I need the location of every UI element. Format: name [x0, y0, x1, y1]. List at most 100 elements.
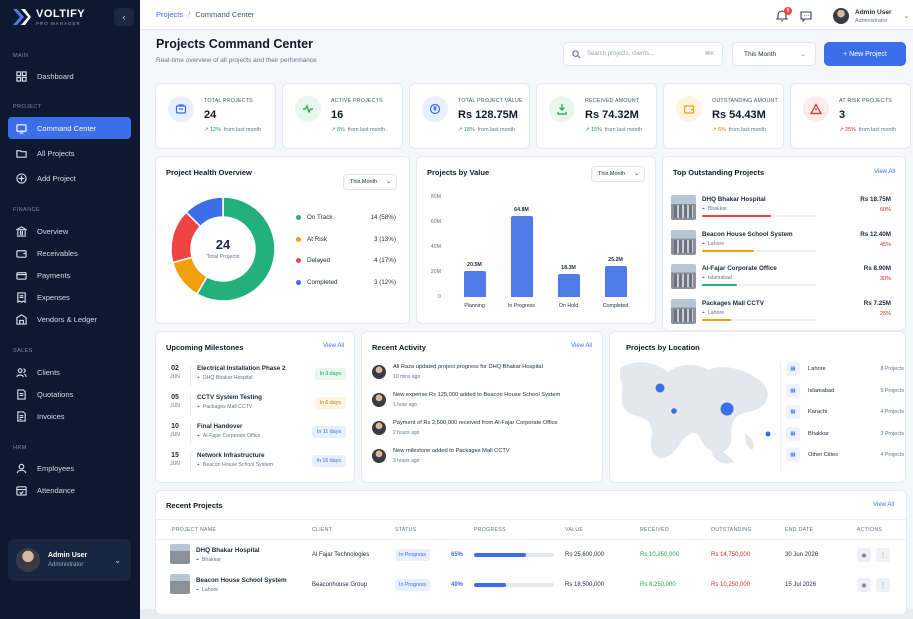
column-header[interactable]: VALUE: [565, 527, 584, 533]
y-tick-label: 40M: [430, 244, 441, 250]
user-icon: [16, 463, 27, 473]
column-header[interactable]: STATUS: [395, 527, 417, 533]
view-all-link[interactable]: View All: [874, 169, 895, 175]
avatar: [833, 8, 849, 24]
column-header[interactable]: OUTSTANDING: [711, 527, 752, 533]
milestone-day: 15: [171, 452, 179, 459]
end-date: 30 Jun 2026: [785, 552, 819, 558]
column-header[interactable]: PROGRESS: [474, 527, 506, 533]
activity-time: 1 hour ago: [393, 402, 417, 408]
location-item[interactable]: ▦ Other Cities 4 Projects: [786, 447, 904, 463]
more-options-icon[interactable]: ⋮: [876, 548, 890, 562]
kpi-delta: ↗ 15% from last month: [585, 127, 642, 133]
milestone-location: ⌖ Al-Fajar Corporate Office: [197, 433, 261, 440]
value-period-select[interactable]: This Month ⌄: [591, 166, 645, 182]
notifications-button[interactable]: 8: [775, 7, 792, 23]
milestone-item[interactable]: 10 JUN Final Handover ⌖ Al-Fajar Corporate O…: [164, 423, 346, 451]
outstanding-amount: Rs 8.90M: [863, 265, 891, 272]
sidebar-item-receivables[interactable]: Receivables: [8, 242, 131, 264]
shortcut-hint: ⌘K: [704, 51, 714, 57]
milestone-item[interactable]: 02 JUN Electrical Installation Phase 2 ⌖ DHQ…: [164, 365, 346, 393]
x-tick-label: On Hold: [558, 303, 579, 309]
location-map: [620, 362, 771, 464]
section-hrm: HRM: [13, 445, 27, 451]
milestone-badge: In 11 days: [311, 426, 346, 438]
breadcrumb-projects[interactable]: Projects: [156, 10, 184, 19]
donut-slice-completed[interactable]: [185, 196, 224, 228]
avatar: [372, 449, 386, 463]
sidebar-item-add-project[interactable]: Add Project: [8, 167, 131, 189]
view-icon[interactable]: ◉: [857, 578, 871, 592]
sidebar-item-invoices[interactable]: Invoices: [8, 405, 131, 427]
milestone-item[interactable]: 05 JUN CCTV System Testing ⌖ Packages Mall C…: [164, 394, 346, 422]
column-header[interactable]: PROJECT NAME: [172, 527, 217, 533]
sidebar-item-label: Expenses: [37, 292, 70, 302]
view-all-link[interactable]: View All: [873, 502, 894, 508]
notification-badge: 8: [784, 7, 792, 15]
sidebar-item-quotations[interactable]: Quotations: [8, 383, 131, 405]
brand-logo[interactable]: VOLTIFY PRO MANAGER: [12, 8, 85, 26]
sidebar-item-overview[interactable]: Overview: [8, 220, 131, 242]
activity-item[interactable]: Ali Raza updated project progress for DH…: [372, 364, 597, 388]
column-header[interactable]: RECEIVED: [640, 527, 669, 533]
location-name: Lahore: [808, 366, 826, 372]
health-period-select[interactable]: This Month ⌄: [343, 174, 397, 190]
outstanding-item[interactable]: Packages Mall CCTV ⌖ Lahore Rs 7.25M 25%: [669, 297, 899, 327]
column-header[interactable]: ACTIONS: [857, 527, 883, 533]
sidebar-item-attendance[interactable]: Attendance: [8, 479, 131, 501]
sidebar-item-vendors-ledger[interactable]: Vendors & Ledger: [8, 308, 131, 330]
sidebar-item-employees[interactable]: Employees: [8, 457, 131, 479]
progress-percent: 65%: [451, 552, 464, 558]
location-name: Islamabad: [808, 387, 835, 394]
milestone-day: 02: [171, 365, 179, 372]
milestone-month: JUN: [170, 403, 180, 409]
sidebar-item-expenses[interactable]: Expenses: [8, 286, 131, 308]
new-project-button[interactable]: + New Project: [824, 42, 906, 66]
view-all-link[interactable]: View All: [323, 343, 344, 349]
location-item[interactable]: ▦ Islamabad 5 Projects: [786, 383, 904, 399]
outstanding-item[interactable]: DHQ Bhakar Hospital ⌖ Bhakkar Rs 18.75M 60%: [669, 193, 899, 223]
milestone-location: ⌖ DHQ Bhakar Hospital: [197, 375, 253, 382]
donut-slice-on-track[interactable]: [195, 196, 276, 302]
collapse-sidebar-button[interactable]: ‹: [114, 8, 134, 26]
outstanding-item[interactable]: Al-Fajar Corporate Office ⌖ Islamabad Rs 8.…: [669, 262, 899, 292]
bar-completed[interactable]: [604, 265, 627, 297]
sidebar-item-clients[interactable]: Clients: [8, 361, 131, 383]
outstanding-item[interactable]: Beacon House School System ⌖ Lahore Rs 12.4…: [669, 228, 899, 258]
chevron-down-icon: ⌄: [634, 171, 639, 177]
legend-item: At Risk 3 (13%): [296, 236, 396, 243]
column-header[interactable]: CLIENT: [312, 527, 333, 533]
location-count: 3 Projects: [880, 430, 904, 437]
sidebar-user-card[interactable]: Admin User Administrator ⌄: [8, 539, 131, 581]
milestone-item[interactable]: 15 JUN Network Infrastructure ⌖ Beacon House…: [164, 452, 346, 480]
table-row[interactable]: DHQ Bhakar Hospital ⌖ Bhakkar Al Fajar Tech…: [156, 542, 909, 570]
sidebar-item-payments[interactable]: Payments: [8, 264, 131, 286]
sidebar-item-all-projects[interactable]: All Projects: [8, 142, 131, 164]
activity-item[interactable]: New milestone added to Packages Mall CCT…: [372, 448, 597, 472]
view-all-link[interactable]: View All: [571, 343, 592, 349]
pin-icon: ⌖: [197, 462, 200, 468]
search-input[interactable]: Search projects, clients... ⌘K: [563, 42, 723, 66]
period-select[interactable]: This Month ⌄: [732, 42, 816, 66]
bar-planning[interactable]: [463, 271, 486, 297]
column-header[interactable]: END DATE: [785, 527, 814, 533]
messages-button[interactable]: [800, 10, 814, 24]
table-row[interactable]: Beacon House School System ⌖ Lahore Beaconh…: [156, 572, 909, 600]
activity-item[interactable]: New expense Rs 125,000 added to Beacon H…: [372, 392, 597, 416]
location-item[interactable]: ▦ Karachi 4 Projects: [786, 404, 904, 420]
sidebar-item-command-center[interactable]: Command Center: [8, 117, 131, 139]
kpi-delta-value: ↗ 15%: [585, 127, 602, 133]
more-options-icon[interactable]: ⋮: [876, 578, 890, 592]
bar-in-progress[interactable]: [510, 216, 533, 297]
activity-time: 3 hours ago: [393, 458, 420, 464]
sidebar-item-dashboard[interactable]: Dashboard: [8, 65, 131, 87]
topbar-user-menu[interactable]: Admin User Administrator ⌄: [833, 8, 909, 24]
location-item[interactable]: ▦ Bhakkar 3 Projects: [786, 426, 904, 442]
location-item[interactable]: ▦ Lahore 8 Projects: [786, 361, 904, 377]
view-icon[interactable]: ◉: [857, 548, 871, 562]
bar-on-hold[interactable]: [557, 274, 580, 297]
kpi-card: OUTSTANDING AMOUNT Rs 54.43M ↗ 5% from last…: [663, 83, 784, 149]
recent-projects-card: Recent Projects View All PROJECT NAME CLI…: [155, 490, 907, 615]
monitor-icon: [16, 123, 27, 134]
activity-item[interactable]: Payment of Rs 2,500,000 received from Al…: [372, 420, 597, 444]
